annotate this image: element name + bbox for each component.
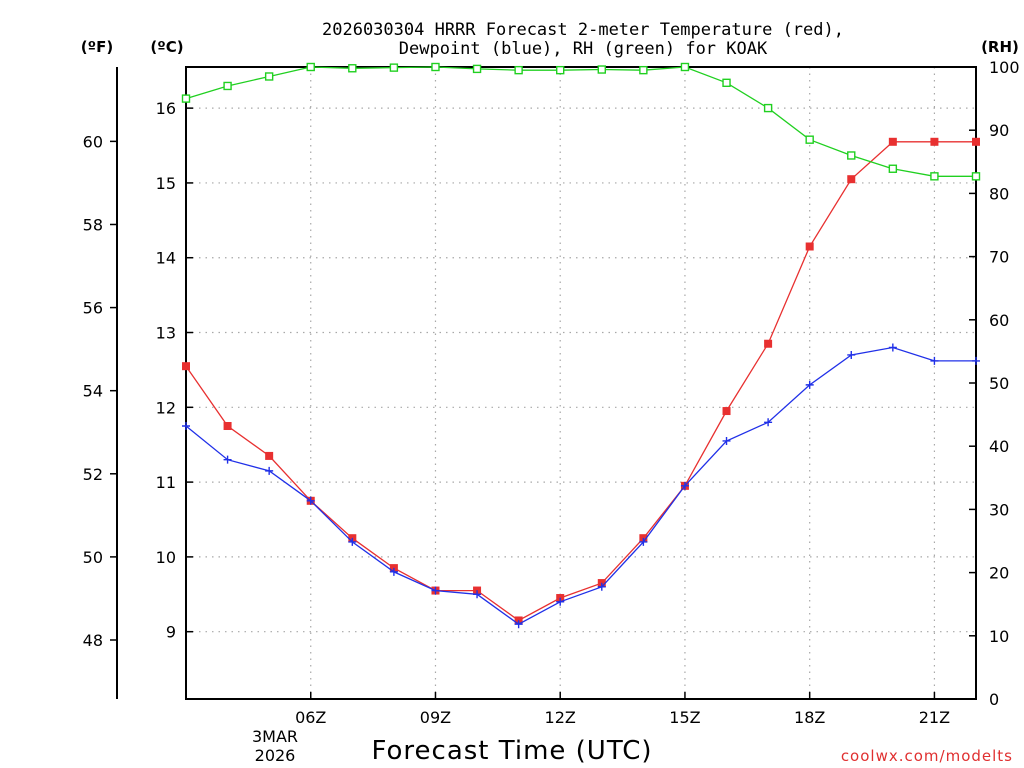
rh-point bbox=[431, 62, 440, 72]
dewpoint-point bbox=[389, 567, 398, 576]
temperature-point bbox=[182, 362, 190, 371]
fahrenheit-tick-label: 60 bbox=[83, 132, 103, 151]
rh-point bbox=[181, 94, 191, 103]
rh-point bbox=[847, 151, 856, 160]
chart-title-line1: 2026030304 HRRR Forecast 2-meter Tempera… bbox=[322, 20, 844, 40]
temperature-point bbox=[764, 339, 773, 348]
temperature-point bbox=[972, 137, 980, 146]
rh-point bbox=[472, 64, 482, 74]
dewpoint-point bbox=[805, 380, 814, 389]
rh-point bbox=[888, 164, 898, 173]
celsius-tick-label: 10 bbox=[156, 548, 176, 567]
dewpoint-point bbox=[972, 356, 980, 365]
rh-point bbox=[556, 65, 565, 75]
fahrenheit-tick-label: 58 bbox=[83, 215, 103, 234]
dewpoint-point bbox=[306, 496, 315, 505]
rh-tick-label: 90 bbox=[989, 121, 1009, 140]
dewpoint-point bbox=[182, 422, 190, 431]
rh-tick-label: 40 bbox=[989, 437, 1009, 456]
x-tick-label: 21Z bbox=[919, 708, 950, 727]
fahrenheit-tick-label: 48 bbox=[83, 631, 103, 650]
rh-tick-label: 10 bbox=[989, 627, 1009, 646]
x-tick-label: 06Z bbox=[295, 708, 326, 727]
temperature-line bbox=[185, 141, 976, 622]
rh-tick-label: 20 bbox=[989, 564, 1009, 583]
fahrenheit-unit-label: (ºF) bbox=[81, 38, 113, 56]
celsius-tick-label: 9 bbox=[166, 623, 176, 642]
date-label-year: 2026 bbox=[255, 746, 296, 765]
x-axis-label: Forecast Time (UTC) bbox=[371, 736, 652, 766]
rh-point bbox=[389, 63, 399, 72]
dewpoint-line bbox=[185, 346, 976, 625]
dewpoint-point bbox=[680, 481, 689, 490]
rh-line bbox=[185, 66, 976, 177]
rh-point bbox=[348, 64, 357, 73]
rh-tick-label: 0 bbox=[989, 690, 999, 709]
rh-tick-label: 50 bbox=[989, 374, 1009, 393]
rh-point bbox=[763, 103, 773, 113]
rh-point bbox=[971, 172, 981, 181]
rh-point bbox=[306, 62, 315, 72]
rh-tick-label: 60 bbox=[989, 311, 1009, 330]
celsius-unit-label: (ºC) bbox=[150, 38, 183, 56]
dewpoint-point bbox=[639, 537, 648, 546]
fahrenheit-tick-label: 54 bbox=[83, 382, 103, 401]
plot-frame bbox=[185, 66, 977, 700]
dewpoint-point bbox=[473, 590, 482, 599]
rh-point bbox=[264, 72, 274, 81]
rh-tick-label: 30 bbox=[989, 500, 1009, 519]
rh-point bbox=[680, 62, 690, 72]
rh-point bbox=[639, 65, 648, 75]
dewpoint-point bbox=[265, 466, 274, 475]
x-tick-label: 18Z bbox=[794, 708, 825, 727]
temperature-point bbox=[722, 407, 731, 416]
rh-point bbox=[514, 65, 523, 75]
celsius-tick-label: 15 bbox=[156, 174, 176, 193]
celsius-tick-label: 16 bbox=[156, 99, 176, 118]
dewpoint-point bbox=[847, 350, 856, 359]
fahrenheit-tick-label: 52 bbox=[83, 465, 103, 484]
chart-title-line2: Dewpoint (blue), RH (green) for KOAK bbox=[399, 39, 768, 59]
dewpoint-point bbox=[223, 455, 232, 464]
celsius-tick-label: 14 bbox=[156, 249, 176, 268]
dewpoint-point bbox=[431, 586, 440, 595]
dewpoint-point bbox=[556, 597, 565, 606]
rh-tick-label: 70 bbox=[989, 248, 1009, 267]
credit-label: coolwx.com/modelts bbox=[841, 747, 1013, 765]
fahrenheit-tick-label: 56 bbox=[83, 299, 103, 318]
celsius-tick-label: 12 bbox=[156, 398, 176, 417]
celsius-tick-label: 11 bbox=[156, 473, 176, 492]
temperature-point bbox=[930, 137, 939, 146]
x-tick-label: 15Z bbox=[669, 708, 700, 727]
rh-point bbox=[930, 172, 939, 181]
fahrenheit-tick-label: 50 bbox=[83, 548, 103, 567]
rh-point bbox=[223, 81, 232, 91]
rh-tick-label: 100 bbox=[989, 58, 1020, 77]
x-tick-label: 09Z bbox=[420, 708, 451, 727]
dewpoint-point bbox=[348, 537, 357, 546]
dewpoint-point bbox=[764, 418, 773, 427]
dewpoint-point bbox=[888, 343, 897, 352]
rh-point bbox=[597, 65, 606, 74]
temperature-point bbox=[805, 242, 814, 251]
rh-point bbox=[722, 78, 731, 88]
rh-unit-label: (RH) bbox=[981, 38, 1019, 56]
dewpoint-point bbox=[930, 356, 939, 365]
dewpoint-point bbox=[597, 582, 606, 591]
date-label-month: 3MAR bbox=[252, 727, 298, 746]
temperature-point bbox=[223, 422, 232, 431]
celsius-tick-label: 13 bbox=[156, 324, 176, 343]
rh-tick-label: 80 bbox=[989, 184, 1009, 203]
temperature-point bbox=[265, 451, 274, 460]
x-tick-label: 12Z bbox=[545, 708, 576, 727]
temperature-point bbox=[888, 137, 897, 146]
temperature-point bbox=[847, 175, 856, 184]
dewpoint-point bbox=[722, 436, 731, 445]
rh-point bbox=[805, 135, 814, 144]
dewpoint-point bbox=[514, 620, 523, 629]
